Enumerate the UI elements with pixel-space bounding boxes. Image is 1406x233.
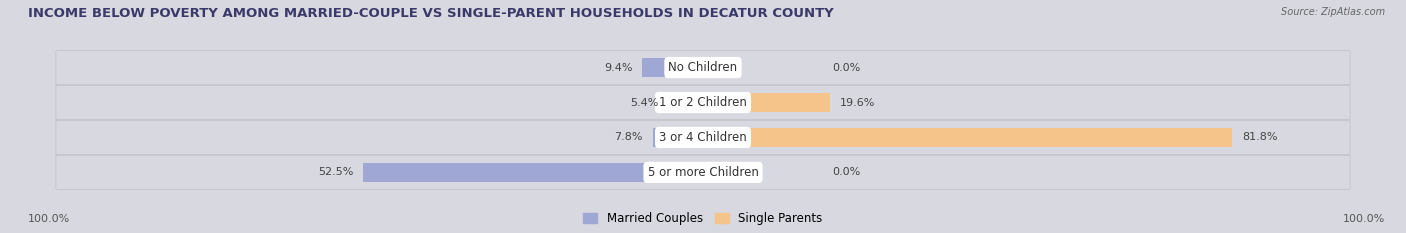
Text: 0.0%: 0.0%	[832, 63, 860, 72]
Text: 100.0%: 100.0%	[1343, 214, 1385, 224]
Text: 9.4%: 9.4%	[605, 63, 633, 72]
Text: INCOME BELOW POVERTY AMONG MARRIED-COUPLE VS SINGLE-PARENT HOUSEHOLDS IN DECATUR: INCOME BELOW POVERTY AMONG MARRIED-COUPL…	[28, 7, 834, 20]
Text: 7.8%: 7.8%	[614, 133, 643, 142]
Text: 5 or more Children: 5 or more Children	[648, 166, 758, 179]
Text: 3 or 4 Children: 3 or 4 Children	[659, 131, 747, 144]
Text: 100.0%: 100.0%	[28, 214, 70, 224]
Text: No Children: No Children	[668, 61, 738, 74]
Text: 52.5%: 52.5%	[318, 168, 354, 177]
Legend: Married Couples, Single Parents: Married Couples, Single Parents	[581, 209, 825, 227]
Text: 1 or 2 Children: 1 or 2 Children	[659, 96, 747, 109]
Bar	[703, 93, 830, 112]
Bar	[363, 163, 703, 182]
Text: 19.6%: 19.6%	[839, 98, 875, 107]
Text: 0.0%: 0.0%	[832, 168, 860, 177]
Text: 81.8%: 81.8%	[1241, 133, 1277, 142]
Text: 5.4%: 5.4%	[630, 98, 658, 107]
Bar	[668, 93, 703, 112]
Bar	[652, 128, 703, 147]
Bar	[643, 58, 703, 77]
Text: Source: ZipAtlas.com: Source: ZipAtlas.com	[1281, 7, 1385, 17]
Bar	[703, 128, 1232, 147]
